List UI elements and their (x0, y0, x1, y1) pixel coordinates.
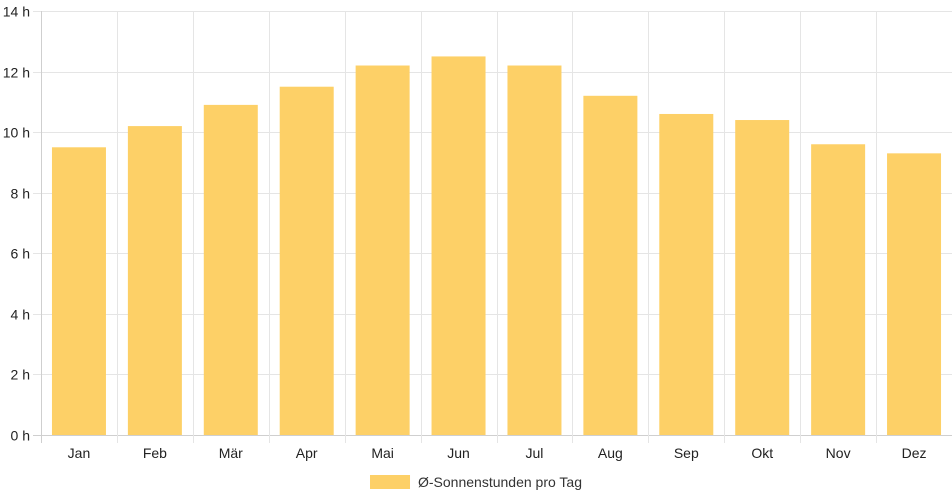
x-tick-label-Jan: Jan (68, 445, 91, 461)
legend[interactable]: Ø-Sonnenstunden pro Tag (370, 474, 582, 490)
bar-Mai[interactable] (355, 65, 410, 435)
legend-label[interactable]: Ø-Sonnenstunden pro Tag (418, 474, 582, 490)
bar-Nov[interactable] (811, 144, 866, 435)
y-tick-label-6: 6 h (11, 246, 30, 262)
x-tick-label-Mär: Mär (219, 445, 243, 461)
bar-Feb[interactable] (127, 126, 182, 435)
bar-Apr[interactable] (279, 86, 334, 436)
bar-Aug[interactable] (583, 95, 638, 436)
bar-Okt[interactable] (735, 120, 790, 435)
y-tick-label-0: 0 h (11, 428, 30, 444)
x-tick-label-Sep: Sep (674, 445, 699, 461)
bar-Mär[interactable] (203, 104, 258, 435)
x-tick-label-Aug: Aug (598, 445, 623, 461)
x-tick-label-Dez: Dez (902, 445, 927, 461)
bars-layer (51, 56, 942, 436)
y-tick-label-12: 12 h (3, 65, 30, 81)
x-tick-label-Nov: Nov (826, 445, 851, 461)
x-tick-label-Jul: Jul (526, 445, 544, 461)
x-axis: Jan Feb Mär Apr Mai Jun Jul Aug Sep Okt Nov Dez (68, 445, 927, 461)
y-tick-label-8: 8 h (11, 186, 30, 202)
x-tick-label-Mai: Mai (371, 445, 394, 461)
y-tick-label-10: 10 h (3, 125, 30, 141)
legend-swatch[interactable] (370, 475, 411, 489)
grid-layer (33, 11, 952, 443)
bar-Sep[interactable] (659, 113, 714, 435)
y-axis: 0 h 2 h 4 h 6 h 8 h 10 h 12 h 14 h (3, 4, 30, 444)
x-tick-label-Jun: Jun (447, 445, 470, 461)
y-tick-label-2: 2 h (11, 367, 30, 383)
bar-Jun[interactable] (431, 56, 486, 436)
bar-Dez[interactable] (887, 153, 942, 435)
y-tick-label-4: 4 h (11, 307, 30, 323)
bar-Jan[interactable] (51, 147, 106, 436)
x-tick-label-Okt: Okt (751, 445, 773, 461)
x-tick-label-Apr: Apr (296, 445, 318, 461)
y-tick-label-14: 14 h (3, 4, 30, 20)
bar-Jul[interactable] (507, 65, 562, 435)
x-tick-label-Feb: Feb (143, 445, 167, 461)
